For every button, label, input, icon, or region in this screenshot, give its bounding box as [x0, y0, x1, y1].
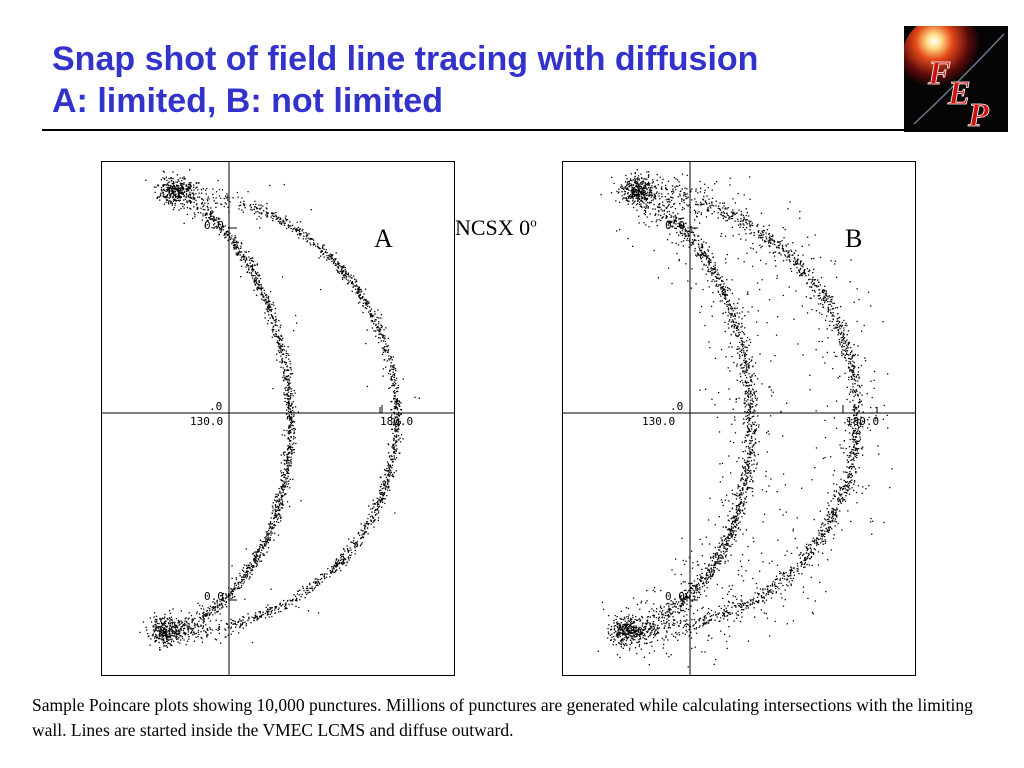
title-line-2: A: limited, B: not limited	[52, 82, 443, 120]
title-line-1: Snap shot of field line tracing with dif…	[52, 40, 759, 78]
ncsx-degree-superscript: o	[530, 214, 537, 230]
tick-x-left: 130.0	[190, 415, 224, 428]
svg-text:P: P	[967, 97, 989, 132]
title-divider	[42, 129, 910, 131]
tick-x-right: 180.0	[380, 415, 414, 428]
panel-label-b: B	[845, 224, 863, 253]
puncture-points	[597, 169, 893, 668]
poincare-plot-b: 0.0 .0 130.0 180.0 0.0 B	[562, 161, 916, 676]
figure-caption: Sample Poincare plots showing 10,000 pun…	[32, 695, 973, 740]
svg-text:F: F	[927, 55, 951, 92]
tick-x-right: 180.0	[846, 415, 880, 428]
poincare-plot-a: 0.0 .0 130.0 180.0 0.0 A	[101, 161, 455, 676]
tick-y-bottom: 0.0	[204, 590, 224, 603]
puncture-points	[139, 169, 420, 651]
plot-a-canvas	[102, 162, 454, 675]
fep-logo-graphic: F E P	[904, 26, 1008, 132]
tick-y-bottom: 0.0	[665, 590, 685, 603]
tick-x-left: 130.0	[642, 415, 676, 428]
svg-text:E: E	[947, 75, 971, 112]
plot-b-canvas	[563, 162, 915, 675]
panel-label-a: A	[374, 224, 393, 253]
slide-title: Snap shot of field line tracing with dif…	[52, 38, 758, 122]
ncsx-label: NCSX 0o	[455, 214, 537, 240]
tick-y-top: 0.0	[665, 219, 685, 232]
tick-y-top: 0.0	[204, 219, 224, 232]
tick-y-mid: .0	[670, 400, 684, 413]
tick-y-mid: .0	[209, 400, 223, 413]
fep-logo: F E P	[904, 26, 1008, 132]
